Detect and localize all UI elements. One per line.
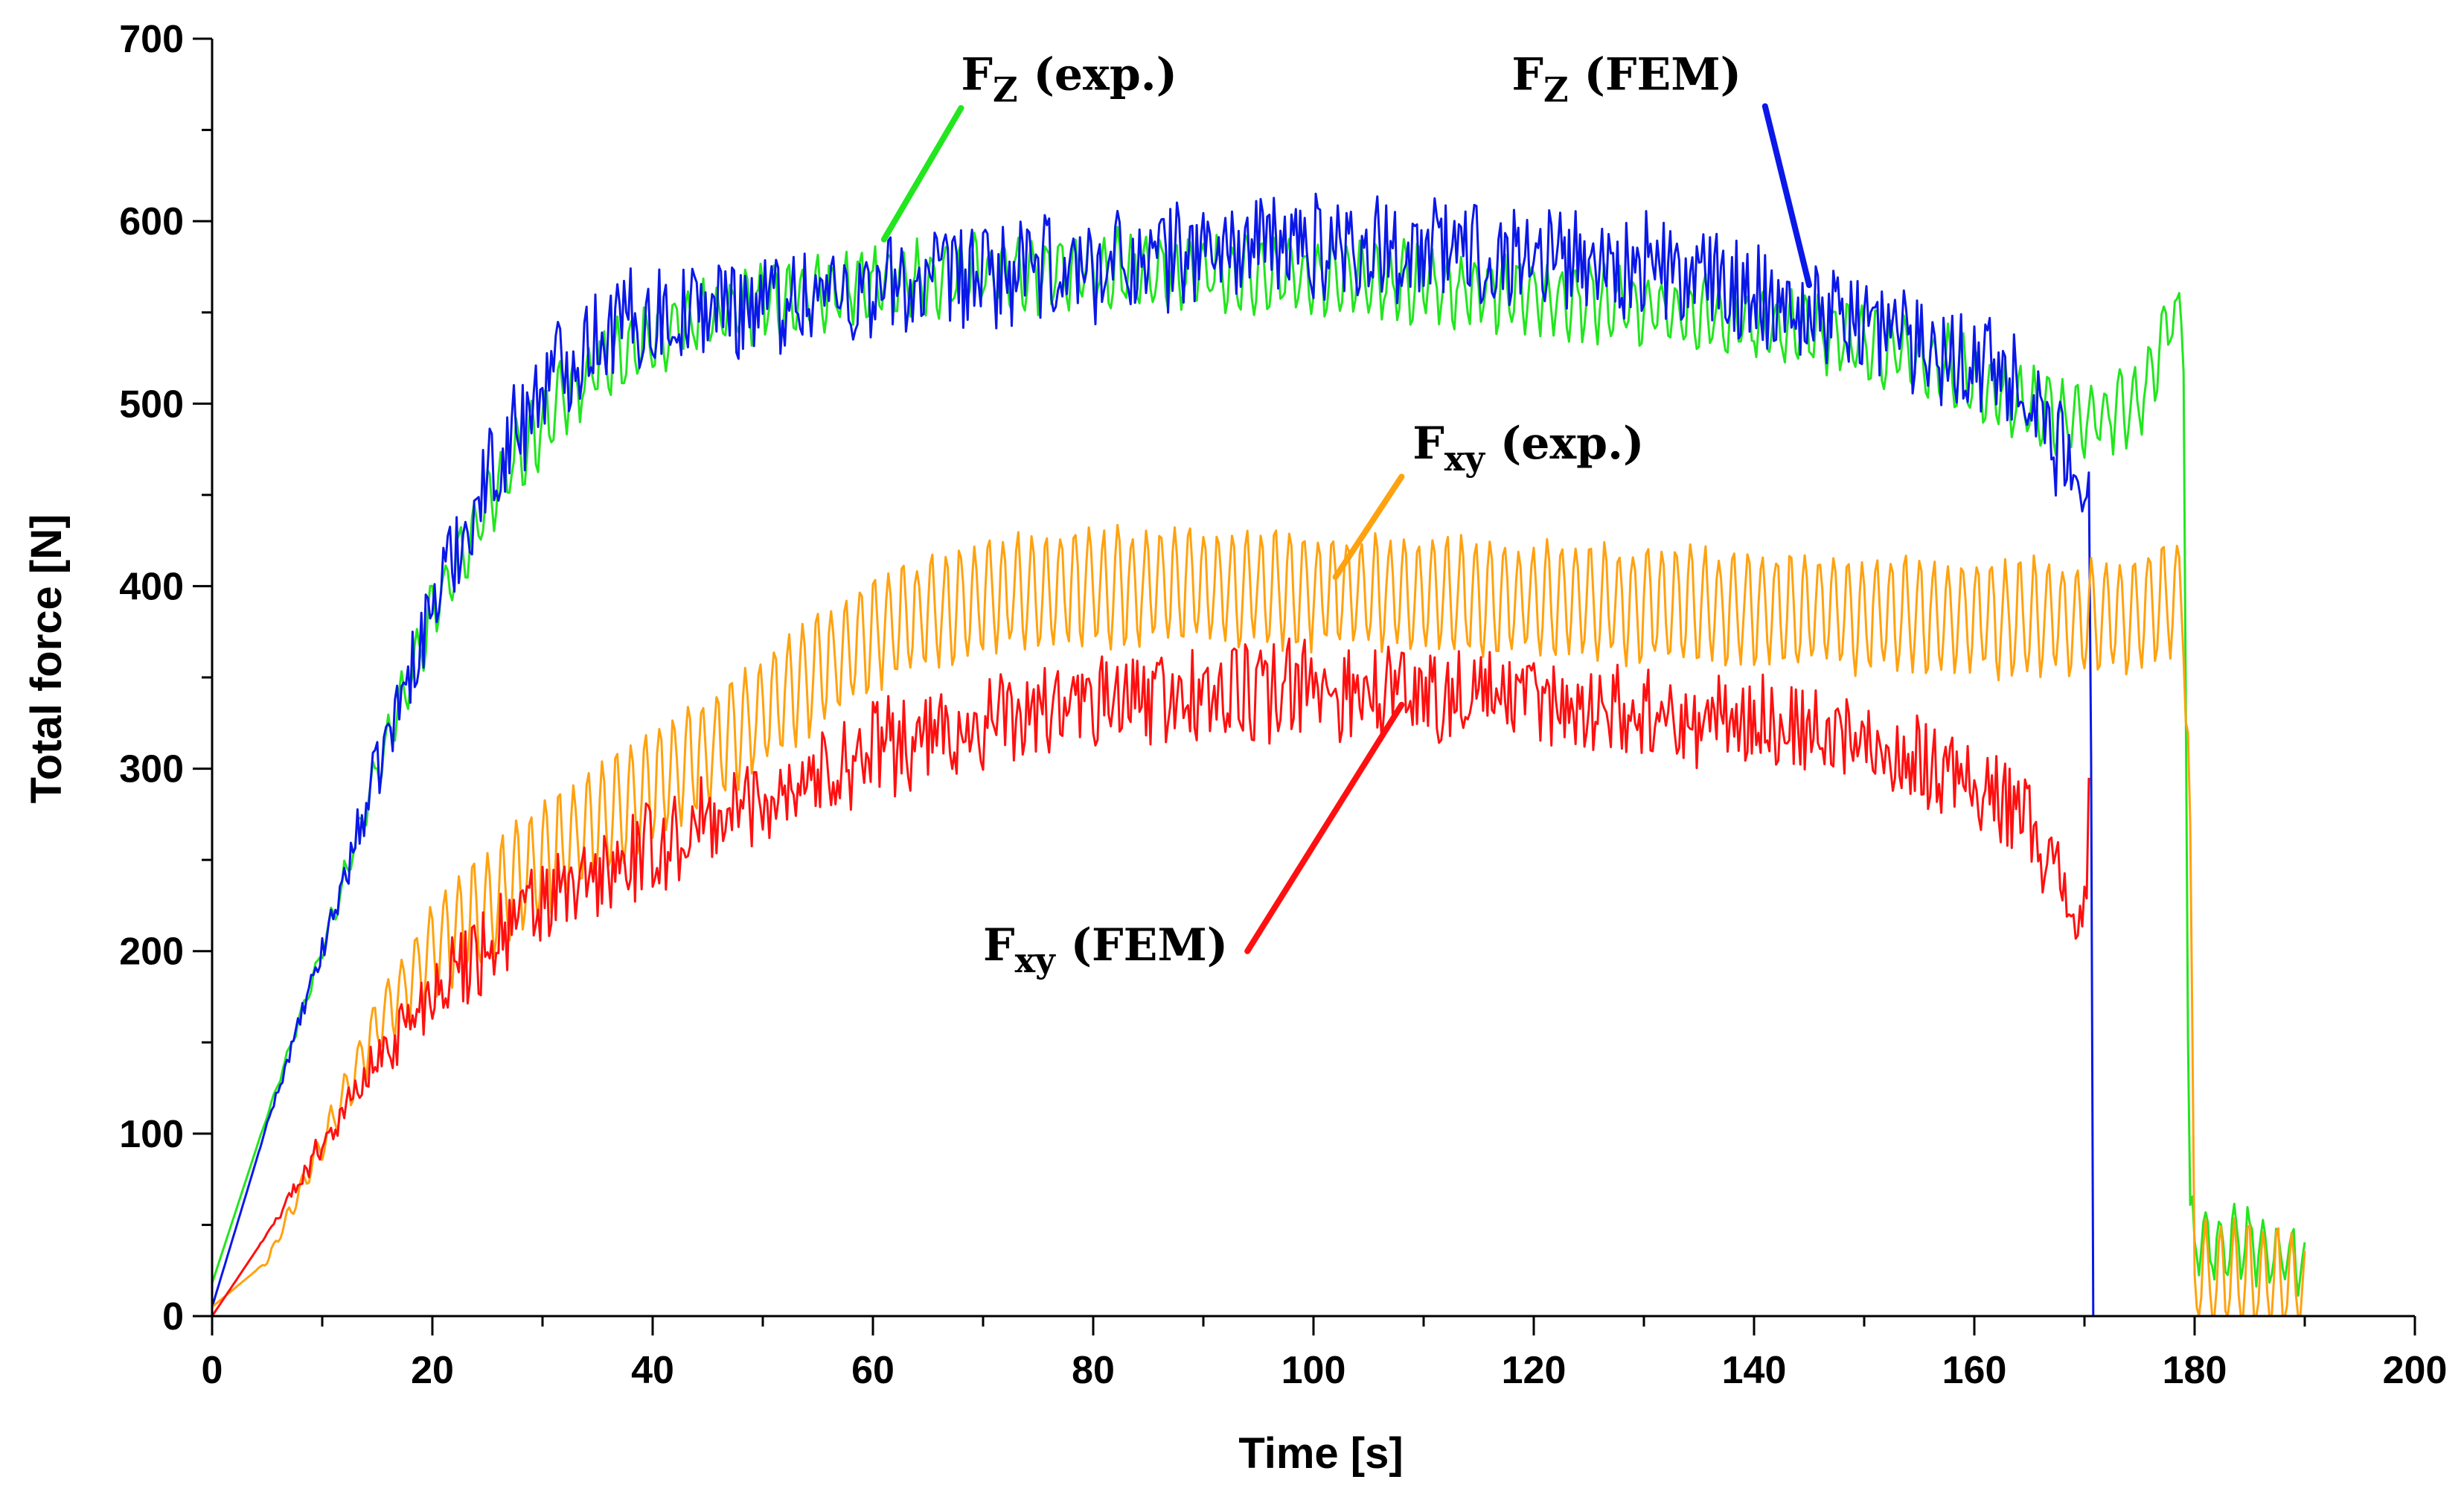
annotation-label-fz_fem: FZ (FEM): [1511, 49, 1741, 110]
x-tick-label-60: 60: [851, 1349, 895, 1392]
y-tick-label-200: 200: [119, 931, 184, 974]
series-line-fxy_exp: [211, 523, 2306, 1318]
annotation-layer: FZ (exp.) FZ (FEM) Fxy (exp.) Fxy (FEM): [880, 49, 1812, 980]
y-tick-label-0: 0: [162, 1295, 184, 1338]
y-axis-title: Total force [N]: [22, 514, 71, 804]
series-line-fz_exp: [211, 226, 2306, 1297]
series-line-fxy_fem: [211, 637, 2090, 1317]
y-tick-label-300: 300: [119, 748, 184, 791]
annotation-leader-fz_exp: [880, 105, 964, 243]
series-layer: [211, 192, 2306, 1318]
x-tick-label-0: 0: [202, 1349, 223, 1392]
series-line-fz_fem: [211, 192, 2096, 1318]
x-tick-label-80: 80: [1072, 1349, 1115, 1392]
annotation-label-fxy_fem: Fxy (FEM): [983, 919, 1228, 980]
annotation-leader-fxy_fem: [1244, 701, 1405, 954]
x-tick-label-40: 40: [631, 1349, 674, 1392]
y-tick-label-700: 700: [119, 18, 184, 61]
x-tick-label-120: 120: [1502, 1349, 1567, 1392]
axes-layer: 0 20 40 60 80 100 120 140 160 180 200 0 100 200 300 400…: [119, 18, 2447, 1392]
annotation-leader-fz_fem: [1761, 103, 1812, 288]
x-tick-label-160: 160: [1942, 1349, 2007, 1392]
x-tick-label-20: 20: [411, 1349, 454, 1392]
annotation-label-fxy_exp: Fxy (exp.): [1412, 418, 1644, 479]
x-tick-label-200: 200: [2383, 1349, 2448, 1392]
x-tick-label-100: 100: [1281, 1349, 1346, 1392]
y-tick-label-600: 600: [119, 200, 184, 243]
annotation-label-fz_exp: FZ (exp.): [961, 49, 1177, 110]
annotation-leader-fxy_exp: [1332, 473, 1405, 581]
x-tick-label-180: 180: [2163, 1349, 2227, 1392]
y-tick-label-400: 400: [119, 565, 184, 608]
x-axis-title: Time [s]: [1238, 1429, 1403, 1478]
y-tick-label-500: 500: [119, 383, 184, 426]
x-tick-label-140: 140: [1722, 1349, 1787, 1392]
y-tick-label-100: 100: [119, 1113, 184, 1156]
